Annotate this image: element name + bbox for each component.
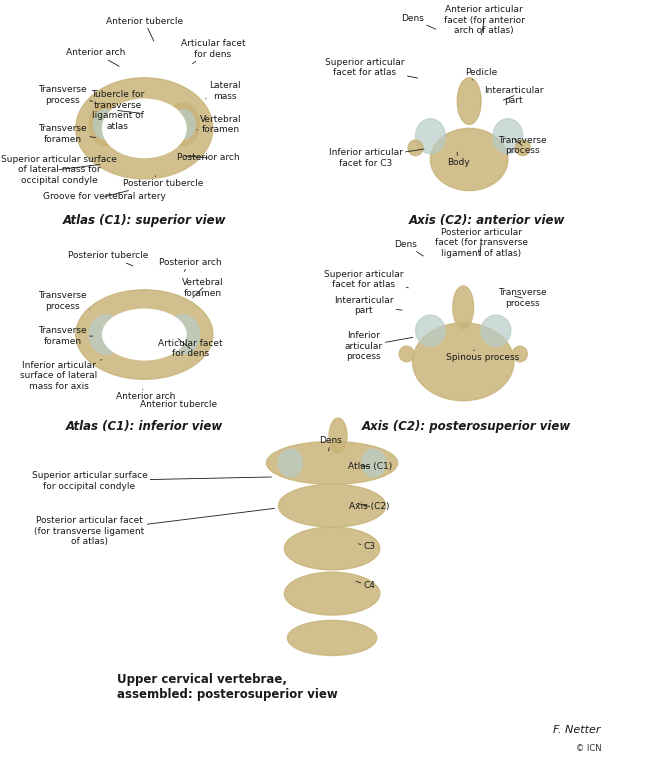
Text: Transverse
foramen: Transverse foramen [38, 124, 96, 143]
Text: Axis (C2): Axis (C2) [349, 502, 390, 511]
Ellipse shape [493, 119, 523, 154]
Ellipse shape [102, 100, 186, 158]
Text: Spinous process: Spinous process [446, 350, 520, 363]
Text: Articular facet
for dens: Articular facet for dens [181, 40, 245, 64]
Ellipse shape [453, 286, 474, 328]
Text: Dens: Dens [394, 240, 423, 256]
Text: Dens: Dens [401, 14, 435, 30]
Ellipse shape [76, 290, 213, 380]
Ellipse shape [362, 450, 386, 476]
Ellipse shape [513, 346, 527, 362]
Ellipse shape [167, 103, 200, 146]
Text: Upper cervical vertebrae,
assembled: posterosuperior view: Upper cervical vertebrae, assembled: pos… [117, 673, 338, 701]
Text: Vertebral
foramen: Vertebral foramen [182, 279, 224, 297]
Ellipse shape [481, 315, 511, 346]
Text: Anterior articular
facet (for anterior
arch of atlas): Anterior articular facet (for anterior a… [444, 5, 524, 35]
Text: Superior articular
facet for atlas: Superior articular facet for atlas [324, 270, 408, 289]
Text: Atlas (C1): inferior view: Atlas (C1): inferior view [65, 420, 223, 433]
Text: Vertebral
foramen: Vertebral foramen [197, 115, 242, 134]
Ellipse shape [279, 450, 302, 476]
Text: Inferior
articular
process: Inferior articular process [345, 331, 413, 361]
Text: F. Netter: F. Netter [553, 725, 600, 734]
Ellipse shape [76, 78, 213, 179]
Text: Groove for vertebral artery: Groove for vertebral artery [43, 191, 166, 202]
Text: Body: Body [447, 152, 470, 167]
Ellipse shape [413, 323, 514, 401]
Ellipse shape [415, 119, 445, 154]
Ellipse shape [408, 140, 423, 156]
Text: Tubercle for
transverse
ligament of
atlas: Tubercle for transverse ligament of atla… [91, 90, 144, 131]
Ellipse shape [94, 110, 117, 139]
Text: Dens: Dens [319, 436, 342, 451]
Ellipse shape [430, 128, 508, 191]
Ellipse shape [167, 315, 200, 354]
Text: Posterior tubercle: Posterior tubercle [123, 176, 203, 188]
Text: Interarticular
part: Interarticular part [334, 296, 402, 315]
Text: Atlas (C1): superior view: Atlas (C1): superior view [63, 214, 226, 227]
Text: Pedicle: Pedicle [465, 68, 497, 80]
Text: Axis (C2): posterosuperior view: Axis (C2): posterosuperior view [362, 420, 571, 433]
Text: Posterior tubercle: Posterior tubercle [68, 251, 149, 266]
Text: Transverse
process: Transverse process [498, 289, 546, 307]
Ellipse shape [457, 78, 481, 124]
Ellipse shape [89, 103, 122, 146]
Text: Atlas (C1): Atlas (C1) [347, 462, 392, 471]
Text: © ICN: © ICN [575, 744, 601, 753]
Ellipse shape [515, 140, 530, 156]
Text: Posterior articular facet
(for transverse ligament
of atlas): Posterior articular facet (for transvers… [34, 508, 275, 546]
Text: Interarticular
part: Interarticular part [484, 86, 544, 105]
Text: Superior articular
facet for atlas: Superior articular facet for atlas [325, 58, 417, 78]
Text: Axis (C2): anterior view: Axis (C2): anterior view [409, 214, 565, 227]
Text: C3: C3 [358, 542, 376, 552]
Text: Articular facet
for dens: Articular facet for dens [158, 338, 222, 358]
Ellipse shape [279, 484, 386, 527]
Text: Anterior tubercle: Anterior tubercle [140, 397, 217, 409]
Text: Inferior articular
surface of lateral
mass for axis: Inferior articular surface of lateral ma… [21, 359, 102, 391]
Text: Transverse
process: Transverse process [38, 86, 93, 104]
Ellipse shape [399, 346, 414, 362]
Ellipse shape [287, 621, 376, 655]
Ellipse shape [329, 419, 347, 454]
Text: Anterior tubercle: Anterior tubercle [106, 16, 183, 41]
Text: Lateral
mass: Lateral mass [205, 82, 240, 100]
Ellipse shape [284, 573, 380, 615]
Text: Superior articular surface
of lateral mass for
occipital condyle: Superior articular surface of lateral ma… [1, 155, 117, 184]
Text: Transverse
process: Transverse process [498, 136, 546, 155]
Ellipse shape [284, 527, 380, 569]
Ellipse shape [171, 110, 195, 139]
Text: Anterior arch: Anterior arch [65, 48, 125, 66]
Ellipse shape [89, 315, 122, 354]
Text: Posterior articular
facet (for transverse
ligament of atlas): Posterior articular facet (for transvers… [435, 228, 527, 258]
Text: Superior articular surface
for occipital condyle: Superior articular surface for occipital… [32, 471, 272, 490]
Text: C4: C4 [356, 581, 376, 591]
Ellipse shape [102, 310, 186, 360]
Text: Transverse
process: Transverse process [38, 292, 90, 310]
Text: Posterior arch: Posterior arch [159, 258, 222, 272]
Text: Inferior articular
facet for C3: Inferior articular facet for C3 [329, 149, 424, 167]
Text: Posterior arch: Posterior arch [177, 153, 239, 163]
Ellipse shape [266, 442, 398, 484]
Text: Anterior arch: Anterior arch [116, 389, 175, 401]
Ellipse shape [415, 315, 445, 346]
Text: Transverse
foramen: Transverse foramen [38, 327, 93, 345]
